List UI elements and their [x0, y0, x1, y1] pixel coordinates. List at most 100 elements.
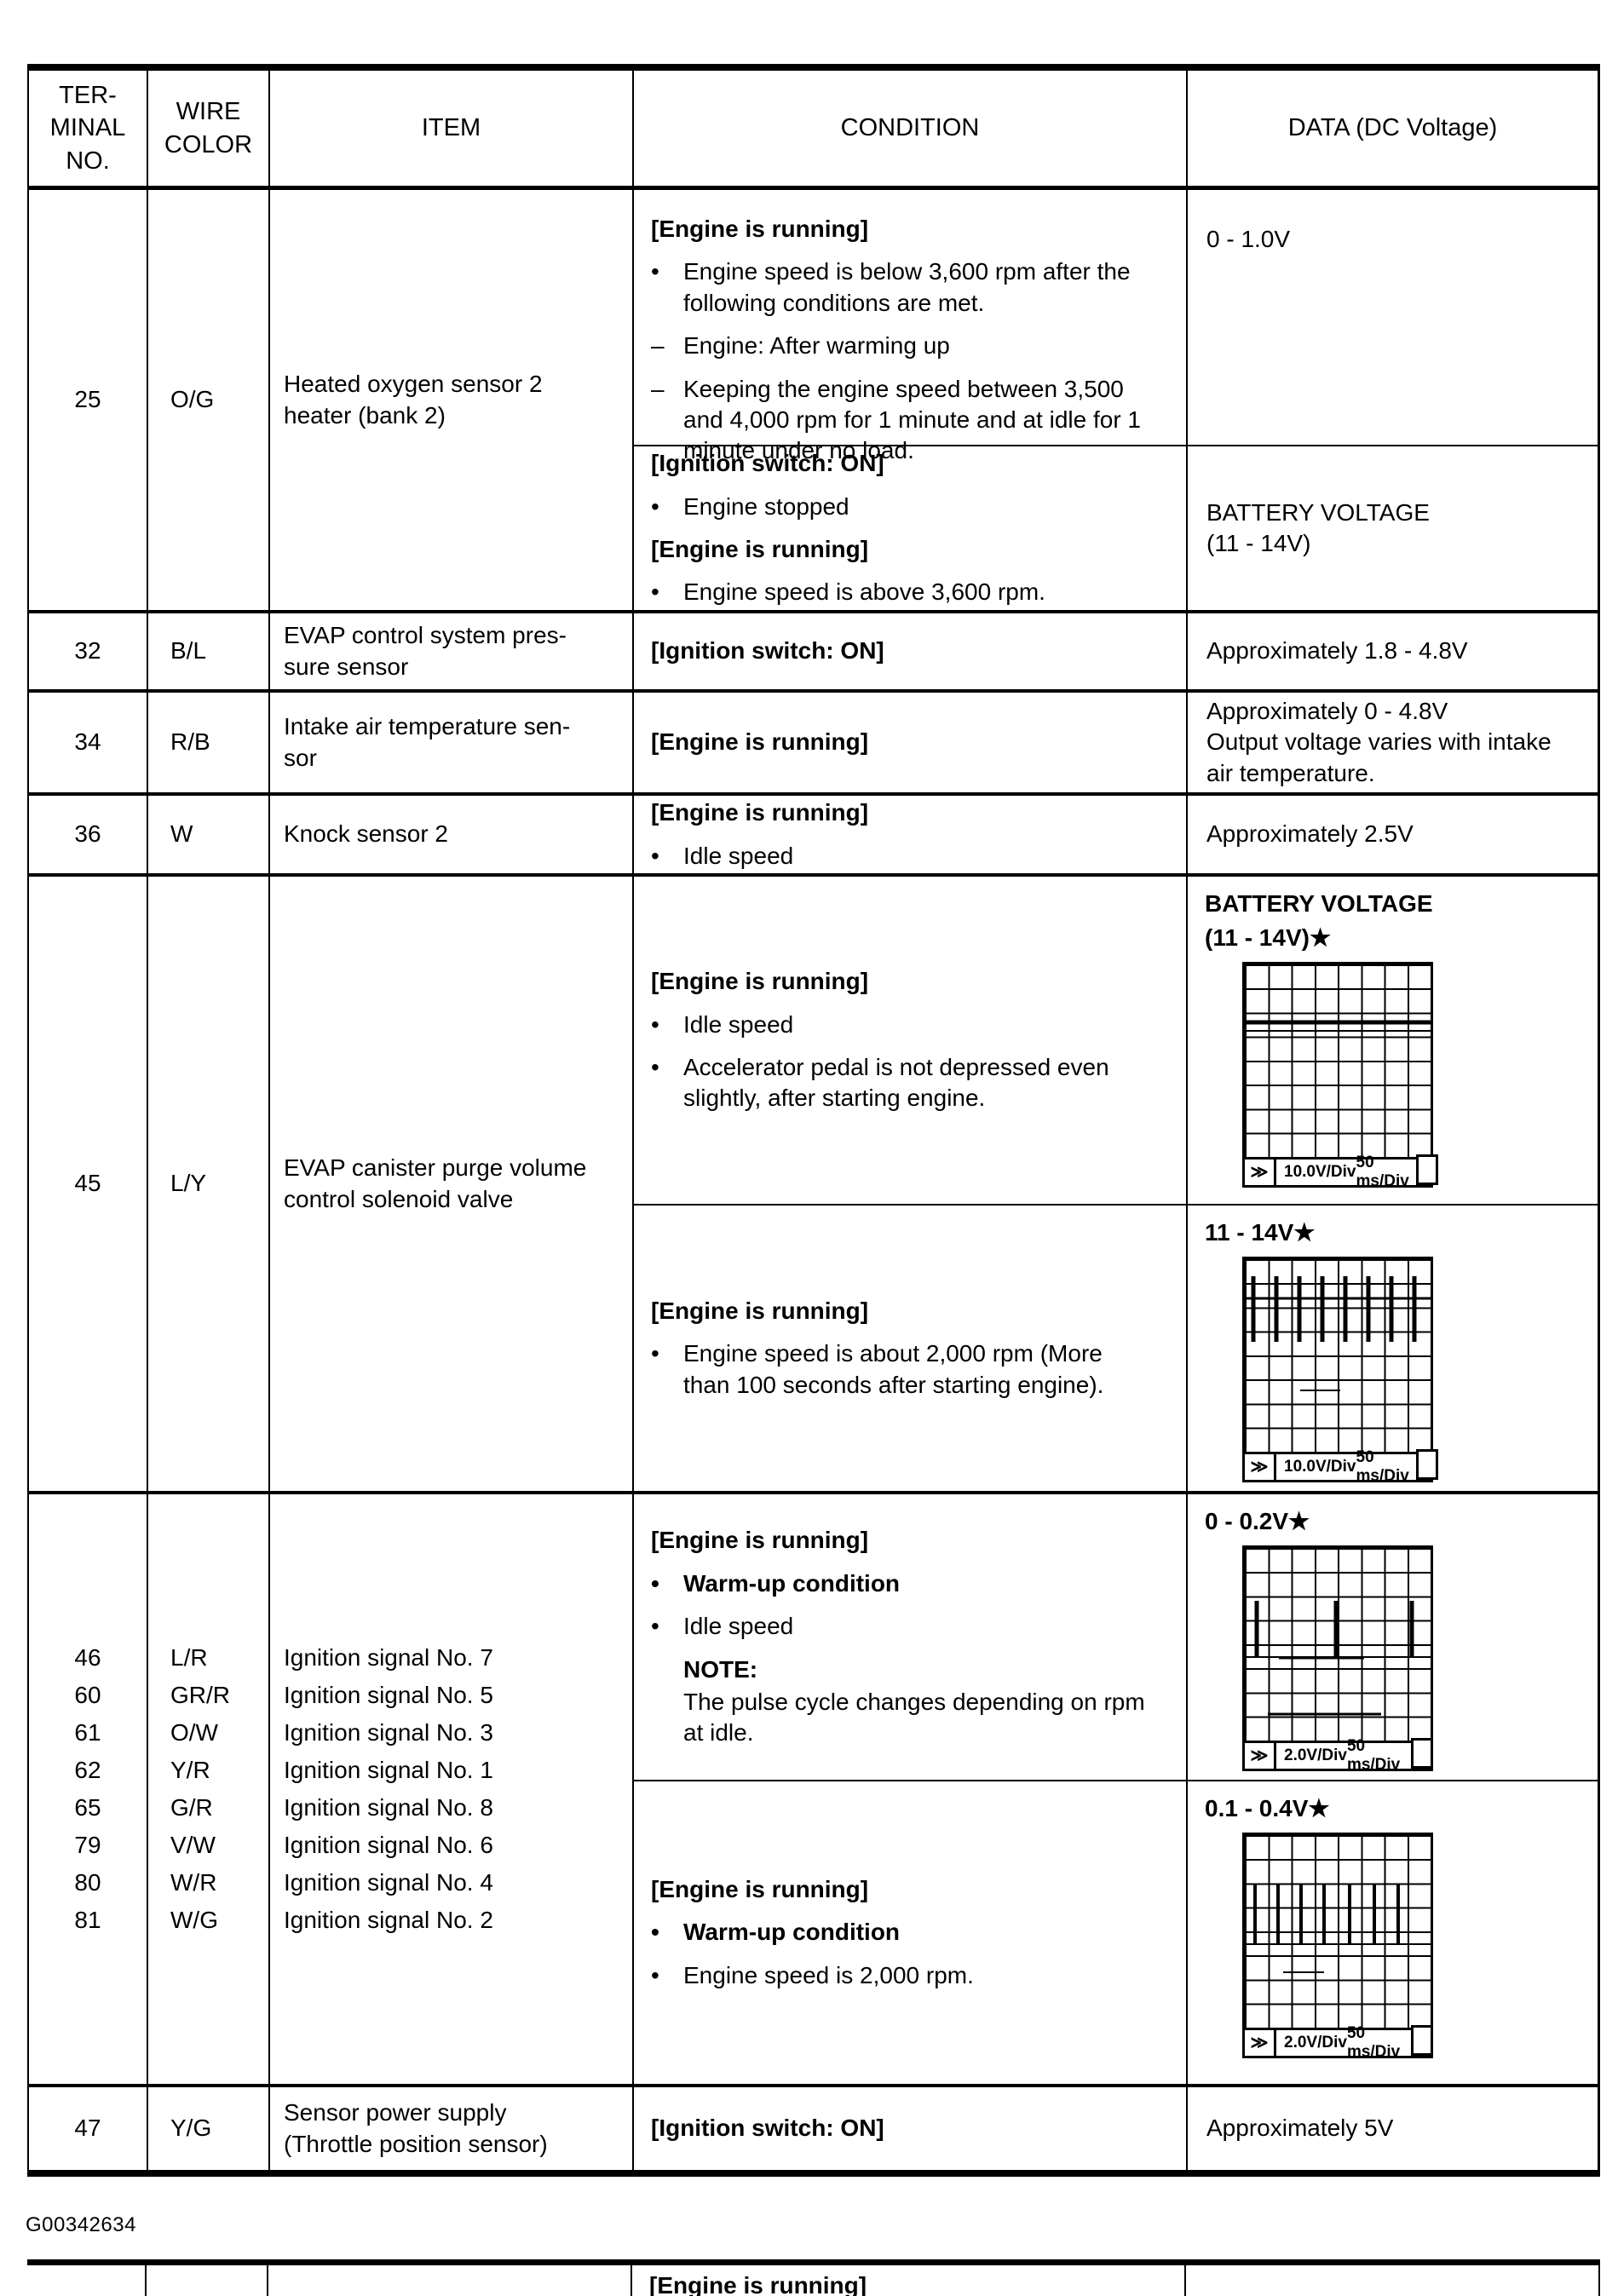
- wire-color: O/W: [170, 1719, 218, 1746]
- terminal-no: 79: [74, 1832, 101, 1858]
- wire-color: L/R: [170, 1644, 208, 1671]
- item-cell: Intake air temperature sen- sor: [270, 693, 634, 792]
- terminal-no: 47: [74, 2115, 101, 2142]
- time-per-div: 50 ms/Div: [1356, 1153, 1409, 1190]
- column-header-condition: CONDITION: [634, 71, 1188, 186]
- column-header-data: DATA (DC Voltage): [1188, 71, 1598, 186]
- time-per-div: 50 ms/Div: [1346, 1736, 1401, 1774]
- condition-bullet: Accelerator pedal is not depressed even …: [683, 1054, 1109, 1112]
- wire-color: W/G: [170, 1907, 218, 1933]
- oscilloscope-display: ≫ 10.0V/Div 50 ms/Div: [1242, 1256, 1438, 1485]
- condition-header: [Ignition switch: ON]: [651, 637, 884, 665]
- item-text: Ignition signal No. 7: [284, 1644, 493, 1671]
- item-cell: Heated oxygen sensor 2 heater (bank 2): [270, 190, 634, 610]
- condition-cell: [Ignition switch: ON] • Engine stopped [E…: [634, 446, 1188, 610]
- item-cell: EVAP control system pres- sure sensor: [270, 613, 634, 689]
- oscilloscope-grid: [1242, 961, 1433, 1160]
- condition-bullet: Idle speed: [683, 1010, 794, 1038]
- condition-bullet: Idle speed: [683, 1613, 794, 1640]
- terminal-no-cell: 34: [29, 693, 148, 792]
- terminal-no: 81: [74, 1907, 101, 1933]
- condition-header: [Engine is running]: [651, 968, 869, 995]
- volts-per-div: 2.0V/Div: [1284, 1746, 1347, 1764]
- scope-scale-bar: ≫ 10.0V/Div 50 ms/Div: [1242, 1153, 1438, 1190]
- condition-bullet: Idle speed: [683, 842, 794, 869]
- condition-cell: [Engine is running] • Engine speed is bel…: [634, 190, 1188, 463]
- wire-color: L/Y: [170, 1170, 207, 1197]
- item-text: Ignition signal No. 6: [284, 1832, 493, 1858]
- terminal-no: 60: [74, 1682, 101, 1708]
- condition-header: [Engine is running]: [651, 799, 869, 826]
- sub-row: [Ignition switch: ON] • Engine stopped [E…: [634, 446, 1598, 610]
- table-row-terminal-45: 45 L/Y EVAP canister purge volume contro…: [29, 877, 1598, 1494]
- oscilloscope-display: ≫ 2.0V/Div 50 ms/Div: [1242, 1832, 1433, 2061]
- condition-cell: [Engine is running] • Idle speed • Acceler…: [634, 877, 1188, 1204]
- data-value: Approximately 2.5V: [1206, 820, 1414, 848]
- wire-color-cell: L/Y: [148, 877, 270, 1491]
- column-header-wire-color: WIRE COLOR: [148, 71, 270, 186]
- scope-scale-bar: ≫ 10.0V/Div 50 ms/Div: [1242, 1448, 1438, 1485]
- table-row-terminal-34: 34 R/B Intake air temperature sen- sor […: [29, 693, 1598, 796]
- table-row-terminal-47: 47 Y/G Sensor power supply (Throttle pos…: [29, 2087, 1598, 2170]
- bullet-marker: •: [651, 1613, 659, 1640]
- terminal-no-cell: 32: [29, 613, 148, 689]
- ecm-terminal-voltage-table: TER- MINAL NO. WIRE COLOR ITEM CONDITION…: [27, 64, 1600, 2177]
- data-cell: [1186, 2265, 1600, 2296]
- data-cell: BATTERY VOLTAGE (11 - 14V): [1188, 446, 1598, 610]
- terminal-no: 46: [74, 1644, 101, 1671]
- column-header-terminal-no-label: TER- MINAL NO.: [49, 82, 126, 175]
- terminal-no-cell: [27, 2265, 147, 2296]
- note-title: NOTE:: [683, 1655, 758, 1683]
- condition-bullet: Engine speed is 2,000 rpm.: [683, 1961, 974, 1988]
- condition-header: [Engine is running]: [651, 728, 869, 756]
- bullet-marker: •: [651, 1569, 659, 1597]
- condition-bullet: Engine speed is about 2,000 rpm (More th…: [683, 1340, 1104, 1398]
- sub-row: [Engine is running] • Idle speed • Acceler…: [634, 877, 1598, 1206]
- wire-color: O/G: [170, 386, 215, 413]
- wire-color-cell: [147, 2265, 268, 2296]
- table-row-terminal-32: 32 B/L EVAP control system pres- sure se…: [29, 613, 1598, 693]
- volts-per-div: 10.0V/Div: [1284, 1162, 1356, 1181]
- condition-cell: [Ignition switch: ON]: [634, 2087, 1188, 2170]
- scope-footer-end-box: [1415, 1448, 1438, 1480]
- condition-header: [Engine is running]: [651, 1297, 869, 1324]
- scope-reading-label: 0.1 - 0.4V★: [1205, 1795, 1330, 1821]
- column-header-item: ITEM: [270, 71, 634, 186]
- column-header-item-label: ITEM: [421, 114, 481, 142]
- sub-row: [Engine is running] • Engine speed is abo…: [634, 1206, 1598, 1491]
- condition-dash: Engine: After warming up: [683, 332, 950, 360]
- terminal-no: 34: [74, 728, 101, 756]
- sub-row: [Engine is running] • Warm-up condition •…: [634, 1494, 1598, 1781]
- sub-row: [Engine is running] • Engine speed is bel…: [634, 190, 1598, 463]
- bullet-marker: •: [651, 1340, 659, 1367]
- bullet-marker: •: [651, 1010, 659, 1038]
- column-header-data-label: DATA (DC Voltage): [1287, 114, 1498, 142]
- terminal-no-cell: 45: [29, 877, 148, 1491]
- condition-header: [Engine is running]: [649, 2272, 867, 2296]
- volts-per-div: 2.0V/Div: [1284, 2033, 1347, 2051]
- note-body: The pulse cycle changes depending on rpm…: [683, 1688, 1145, 1746]
- column-header-condition-label: CONDITION: [840, 114, 980, 142]
- item-text: EVAP canister purge volume control solen…: [284, 1154, 587, 1212]
- condition-cell: [Engine is running]: [634, 693, 1188, 792]
- item-text: Heated oxygen sensor 2 heater (bank 2): [284, 371, 543, 429]
- oscilloscope-display: ≫ 2.0V/Div 50 ms/Div: [1242, 1545, 1433, 1774]
- wire-color: W/R: [170, 1869, 217, 1896]
- wire-color-cell: B/L: [148, 613, 270, 689]
- terminal-no: 61: [74, 1719, 101, 1746]
- condition-data-stack: [Engine is running] • Idle speed • Acceler…: [634, 877, 1598, 1491]
- condition-dash: Keeping the engine speed between 3,500 a…: [683, 375, 1141, 464]
- data-cell-oscilloscope: 0.1 - 0.4V★ ≫ 2.0V/Div 50 m: [1188, 1781, 1598, 2084]
- data-value: BATTERY VOLTAGE (11 - 14V): [1206, 498, 1430, 556]
- data-cell-oscilloscope: 11 - 14V★ ≫ 10.0V/Div 50 ms: [1188, 1206, 1598, 1491]
- condition-cell: [Engine is running] • Engine speed is abo…: [634, 1206, 1188, 1491]
- condition-header: [Engine is running]: [651, 536, 869, 562]
- data-value: Approximately 5V: [1206, 2115, 1394, 2142]
- item-text: Ignition signal No. 2: [284, 1907, 493, 1933]
- item-text: Knock sensor 2: [284, 820, 448, 848]
- data-cell: 0 - 1.0V: [1188, 190, 1598, 445]
- condition-cell: [Engine is running] • Warm-up condition •…: [634, 1781, 1188, 2084]
- scope-reading-label: 0 - 0.2V★: [1205, 1508, 1310, 1534]
- condition-header: [Ignition switch: ON]: [651, 450, 884, 477]
